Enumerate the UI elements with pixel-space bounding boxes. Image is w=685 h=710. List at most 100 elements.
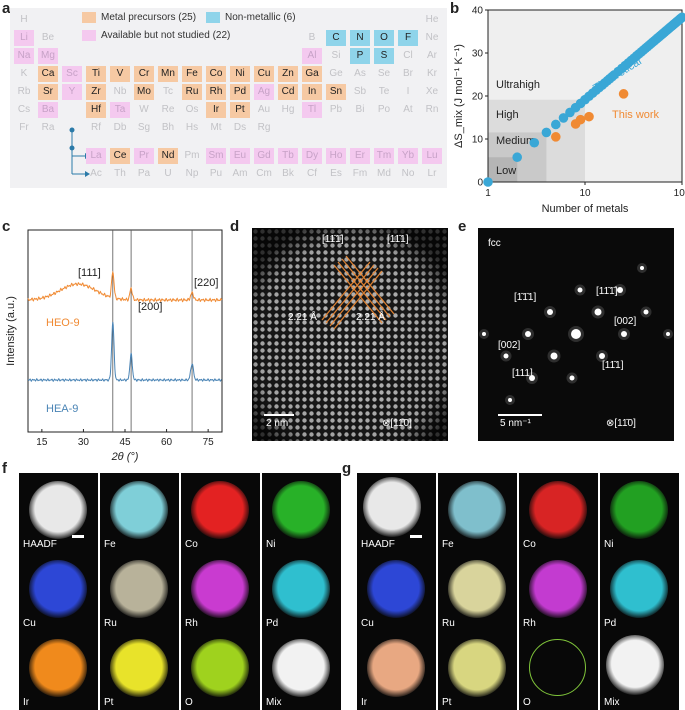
scale-bar — [264, 414, 294, 416]
x-axis-label: Number of metals — [542, 203, 629, 215]
element-cell: Pa — [137, 168, 151, 179]
element-cell: Pm — [184, 150, 200, 161]
element-cell: Xe — [425, 86, 439, 97]
x-tick-label: 45 — [119, 437, 131, 448]
element-cell: Se — [377, 68, 391, 79]
element-cell: B — [308, 32, 316, 43]
y-tick-label: 10 — [472, 135, 484, 146]
eds-map-tile: HAADF — [19, 473, 98, 552]
eds-map-label: Ru — [442, 618, 455, 629]
panel-label-g: g — [342, 460, 352, 477]
element-cell: Sm — [206, 148, 226, 164]
eds-map-label: Co — [185, 539, 198, 550]
eds-map-label: Cu — [361, 618, 374, 629]
element-cell: Ce — [110, 148, 130, 164]
fft-scale-bar — [498, 414, 542, 416]
theoretical-point — [551, 119, 561, 130]
spot-label-4: [002] — [498, 340, 521, 351]
fft-spot — [547, 309, 553, 315]
fft-spot — [617, 287, 623, 293]
panel-label-f: f — [2, 460, 7, 477]
element-cell: Tb — [278, 148, 298, 164]
element-cell: Zn — [278, 66, 298, 82]
eds-scale-bar — [410, 535, 422, 538]
eds-map-label: Ir — [361, 697, 368, 708]
series-label-this-work: This work — [612, 109, 660, 121]
fft-spot — [503, 353, 509, 359]
hrtem-image: [11̄1̄] [11̄1] 2.21 Å 2.21 Å 2 nm ⊗[11̄0… — [252, 228, 448, 441]
element-cell: P — [350, 48, 370, 64]
element-cell: Au — [257, 104, 271, 115]
eds-maps-g: HAADF Fe Co Ni Cu Ru Rh Pd Ir Pt O Mix — [357, 473, 679, 710]
peak-annotation: [200] — [138, 301, 162, 313]
nanoparticle-signal — [529, 560, 587, 618]
eds-map-tile: O — [181, 631, 260, 710]
element-cell: Cl — [403, 50, 413, 61]
element-cell: Ir — [206, 102, 226, 118]
eds-map-tile: Rh — [519, 552, 598, 631]
periodic-table: Metal precursors (25) Non-metallic (6) A… — [10, 8, 447, 188]
x-tick-label: 75 — [203, 437, 215, 448]
legend-metal: Metal precursors (25) — [82, 12, 196, 23]
fft-spot — [594, 308, 602, 316]
phase-label: fcc — [488, 238, 501, 249]
element-cell: He — [425, 14, 439, 25]
element-cell: V — [110, 66, 130, 82]
element-cell: Li — [14, 30, 34, 46]
region-label: Ultrahigh — [496, 79, 540, 91]
nanoparticle-signal — [110, 560, 168, 618]
element-cell: Rh — [206, 84, 226, 100]
eds-map-label: Pd — [604, 618, 617, 629]
nanoparticle-signal — [29, 639, 87, 697]
element-cell: Po — [377, 104, 391, 115]
hea-9-curve — [27, 322, 222, 383]
eds-map-label: Pt — [442, 697, 452, 708]
eds-map-tile: Rh — [181, 552, 260, 631]
element-cell: Tm — [374, 148, 394, 164]
element-cell: Na — [14, 48, 34, 64]
eds-map-tile: Ru — [100, 552, 179, 631]
eds-map-label: Pd — [266, 618, 279, 629]
eds-map-label: Rh — [185, 618, 198, 629]
theoretical-point — [512, 152, 522, 163]
eds-map-tile: Fe — [438, 473, 517, 552]
nanoparticle-signal — [610, 481, 668, 539]
element-cell: No — [401, 168, 415, 179]
fft-spot — [640, 266, 644, 270]
eds-map-label: Mix — [266, 697, 282, 708]
peak-annotation: [111] — [78, 267, 101, 279]
nanoparticle-signal — [191, 481, 249, 539]
element-cell: Fm — [352, 168, 368, 179]
element-cell: Ba — [38, 102, 58, 118]
y-tick-label: 0 — [477, 178, 483, 189]
element-cell: O — [374, 30, 394, 46]
region-label: Low — [496, 165, 516, 177]
eds-scale-bar — [72, 535, 84, 538]
element-cell: Mo — [134, 84, 154, 100]
fft-spot — [525, 331, 531, 337]
entropy-chart: Low Medium High Ultrahigh 0 10 20 30 40 1 10 100 Num… — [453, 6, 685, 215]
element-cell: Zr — [86, 84, 106, 100]
element-cell: Kr — [427, 68, 437, 79]
eds-map-label: O — [523, 697, 531, 708]
element-cell: Lu — [422, 148, 442, 164]
this-work-point — [575, 114, 586, 125]
spot-label-5: [111] — [512, 368, 533, 379]
element-cell: Nd — [158, 148, 178, 164]
eds-map-label: Co — [523, 539, 536, 550]
y-tick-label: 20 — [472, 92, 484, 103]
direction-label-2: [11̄1] — [387, 234, 409, 245]
nanoparticle-signal — [110, 481, 168, 539]
eds-map-tile: HAADF — [357, 473, 436, 552]
element-cell: N — [350, 30, 370, 46]
eds-map-label: Ni — [266, 539, 276, 550]
panel-label-c: c — [2, 218, 11, 235]
nanoparticle-signal — [529, 481, 587, 539]
this-work-point — [618, 89, 629, 99]
nanoparticle-signal — [191, 639, 249, 697]
fft-spot — [577, 287, 583, 293]
eds-map-tile: Cu — [357, 552, 436, 631]
element-cell: Rn — [425, 104, 439, 115]
element-cell: Cm — [256, 168, 272, 179]
legend-avail-swatch — [82, 30, 96, 41]
